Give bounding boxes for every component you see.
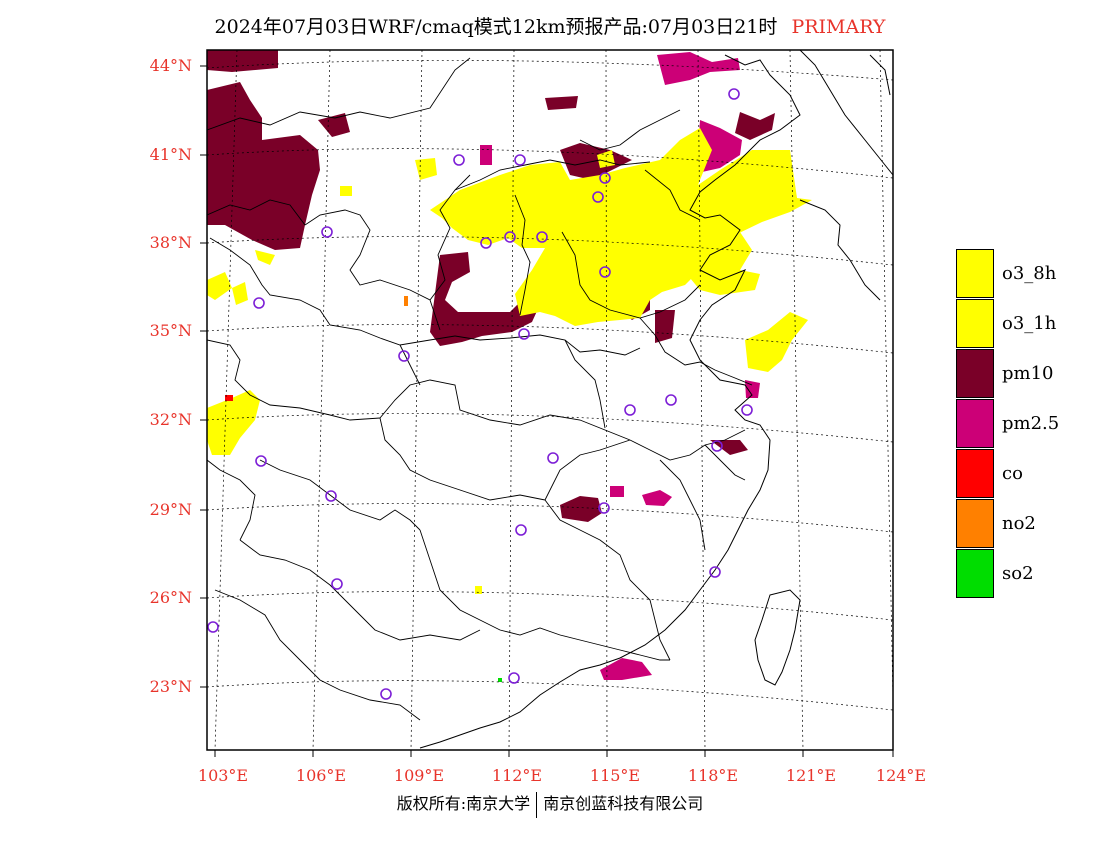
legend-item-o3-1h: o3_1h [956, 299, 1076, 349]
legend-item-o3-8h: o3_8h [956, 249, 1076, 299]
copyright-left: 版权所有:南京大学 [396, 794, 531, 813]
legend-swatch [956, 349, 994, 398]
legend-label: pm2.5 [1002, 413, 1060, 434]
so2-spot [498, 678, 502, 682]
legend-swatch [956, 249, 994, 298]
legend-item-pm10: pm10 [956, 349, 1076, 399]
lon-label: 112°E [491, 766, 543, 785]
title-main: 2024年07月03日WRF/cmaq模式12km预报产品:07月03日21时 [214, 16, 778, 38]
lat-label: 44°N [149, 56, 192, 75]
legend-item-co: co [956, 449, 1076, 499]
legend-label: so2 [1002, 563, 1034, 584]
lon-label: 106°E [295, 766, 347, 785]
coastline [419, 50, 893, 749]
lon-label: 103°E [197, 766, 249, 785]
copyright: 版权所有:南京大学 南京创蓝科技有限公司 [0, 790, 1100, 818]
graticule [207, 50, 893, 750]
map-frame [206, 49, 894, 751]
lat-label: 29°N [149, 500, 192, 519]
province-boundaries [207, 57, 753, 721]
legend-swatch [956, 449, 994, 498]
legend-label: o3_1h [1002, 313, 1057, 334]
pm10-regions [207, 50, 775, 522]
pm25-regions [480, 52, 760, 680]
legend-swatch [956, 399, 994, 448]
lat-label: 26°N [149, 588, 192, 607]
lon-label: 121°E [785, 766, 837, 785]
lon-label: 124°E [875, 766, 927, 785]
legend-swatch [956, 299, 994, 348]
lat-label: 35°N [149, 321, 192, 340]
legend-item-no2: no2 [956, 499, 1076, 549]
lat-label: 23°N [149, 677, 192, 696]
copyright-divider [536, 791, 538, 818]
legend-label: co [1002, 463, 1023, 484]
legend-label: o3_8h [1002, 263, 1057, 284]
lat-label: 32°N [149, 410, 192, 429]
legend-label: pm10 [1002, 363, 1054, 384]
copyright-right: 南京创蓝科技有限公司 [543, 794, 704, 813]
lat-ticks [200, 65, 207, 688]
lon-label: 118°E [687, 766, 739, 785]
lon-label: 115°E [589, 766, 641, 785]
legend-label: no2 [1002, 513, 1036, 534]
lat-label: 41°N [149, 145, 192, 164]
station-markers [207, 88, 753, 700]
legend-swatch [956, 499, 994, 548]
co-spot [225, 395, 233, 401]
legend-item-so2: so2 [956, 549, 1076, 599]
legend-item-pm25: pm2.5 [956, 399, 1076, 449]
map-title: 2024年07月03日WRF/cmaq模式12km预报产品:07月03日21时 P… [0, 12, 1100, 39]
legend: o3_8h o3_1h pm10 pm2.5 co no2 so2 [956, 249, 1076, 599]
legend-swatch [956, 549, 994, 598]
o3-regions [207, 128, 812, 594]
title-tag: PRIMARY [791, 16, 886, 38]
lon-label: 109°E [393, 766, 445, 785]
lat-label: 38°N [149, 233, 192, 252]
no2-spot [404, 296, 408, 306]
lon-ticks [214, 750, 894, 757]
